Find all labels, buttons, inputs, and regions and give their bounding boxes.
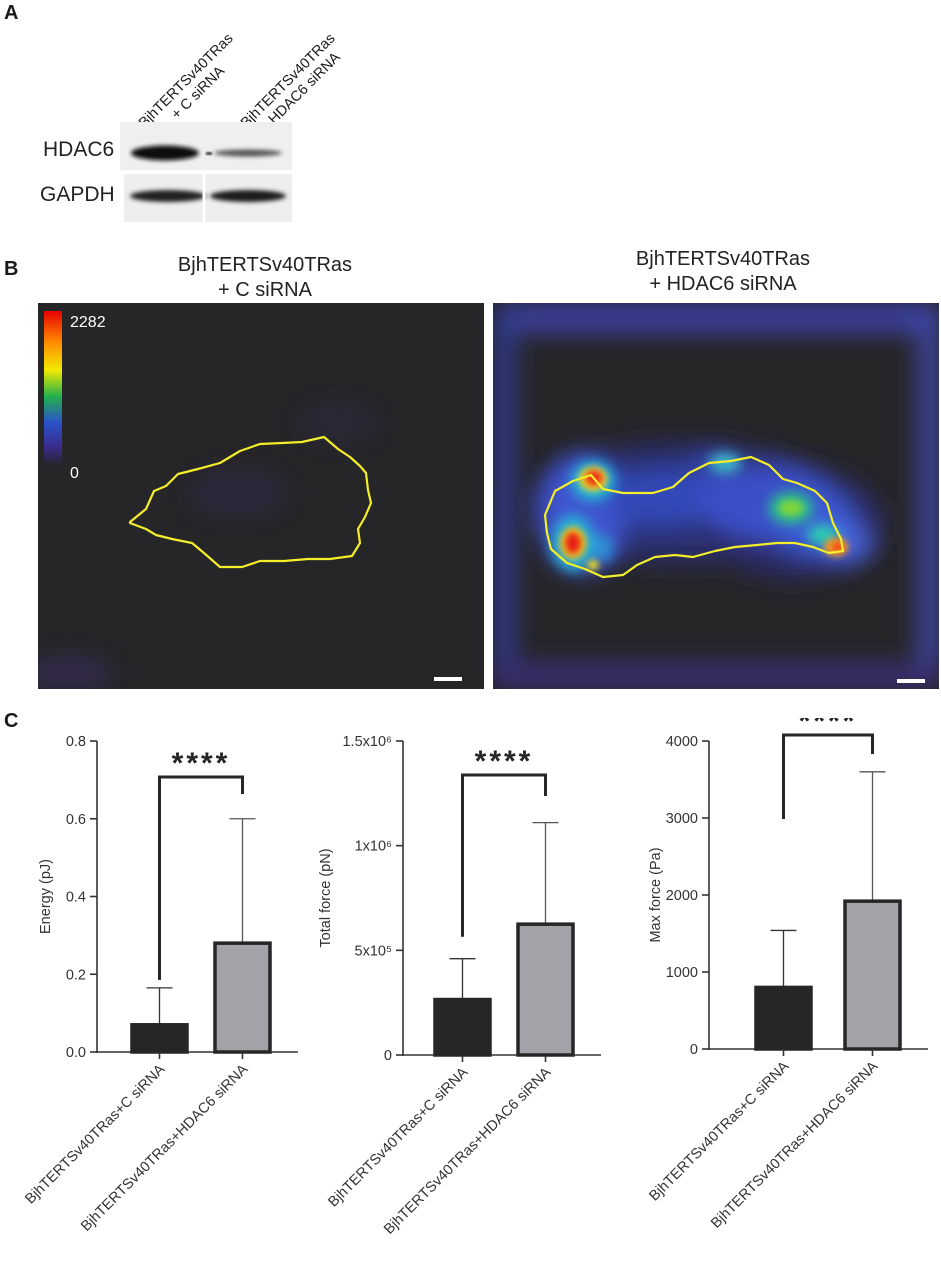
total-force-pn-ytick-label: 5x10⁵ [355, 943, 392, 959]
scale-bar-left [434, 677, 462, 681]
tfm-map-control: 2282 0 [38, 303, 484, 689]
max-force-pa-ytick-label: 0 [690, 1042, 698, 1058]
energy-pj-significance-stars: **** [172, 747, 231, 780]
bar-hdac6-sirna [213, 941, 272, 1054]
tfm-map-hdac6 [493, 303, 939, 689]
total-force-pn-ytick-label: 0 [384, 1048, 392, 1064]
scale-bar-right [897, 679, 925, 683]
blot-speck [206, 152, 212, 155]
panel-label-b: B [4, 258, 19, 280]
bar-hdac6-sirna [843, 899, 902, 1051]
tfm-left-title-line1: BjhTERTSv40TRas [177, 254, 353, 276]
tfm-left-title: BjhTERTSv40TRas + C siRNA [140, 253, 390, 303]
hdac6-band-lane2 [214, 149, 282, 157]
bar-c-sirna [754, 985, 813, 1051]
cell-outline-hdac6 [543, 455, 845, 579]
tfm-left-title-line2: + C siRNA [218, 279, 312, 301]
hdac6-blot-strip [120, 122, 292, 170]
energy-pj-significance-bracket [158, 775, 244, 980]
total-force-pn-ytick-label: 1x10⁶ [355, 839, 392, 855]
energy-pj-ytick-label: 0.8 [66, 734, 86, 750]
category-label: BjhTERTSv40TRas+C siRNA [325, 1064, 471, 1210]
tfm-right-title: BjhTERTSv40TRas + HDAC6 siRNA [598, 247, 848, 297]
max-force-pa-ytick-label: 1000 [666, 965, 698, 981]
category-label: BjhTERTSv40TRas+HDAC6 siRNA [381, 1064, 554, 1237]
bar-charts: 0.0 0.2 0.4 0.6 0.8 Energy (pJ) BjhTERTSv40TRa… [22, 718, 928, 1238]
energy-pj-ytick-label: 0.4 [66, 890, 86, 906]
bar-c-sirna [130, 1023, 189, 1054]
energy-pj-ytick-label: 0.0 [66, 1045, 86, 1061]
panel-label-c: C [4, 710, 19, 732]
total-force-pn-ylabel: Total force (pN) [318, 848, 334, 947]
tfm-right-title-line1: BjhTERTSv40TRas [635, 248, 811, 270]
gapdh-band-lane1 [130, 190, 206, 202]
energy-pj-ytick-label: 0.6 [66, 812, 86, 828]
bar-c-sirna [433, 997, 492, 1057]
bar-hdac6-sirna [516, 922, 575, 1057]
energy-pj-ytick-label: 0.2 [66, 967, 86, 983]
hdac6-band-lane1 [131, 145, 199, 161]
max-force-pa-ytick-label: 2000 [666, 888, 698, 904]
tfm-right-title-line2: + HDAC6 siRNA [649, 273, 797, 295]
colorbar-min-label: 0 [70, 465, 79, 482]
category-label: BjhTERTSv40TRas+HDAC6 siRNA [78, 1061, 251, 1234]
western-blot-image [120, 122, 292, 222]
gapdh-band-lane2 [210, 190, 286, 202]
band-label-gapdh: GAPDH [40, 183, 115, 206]
category-label: BjhTERTSv40TRas+C siRNA [22, 1061, 168, 1207]
max-force-pa-ylabel: Max force (Pa) [648, 847, 664, 942]
cell-outline-control [128, 435, 373, 569]
max-force-chart: 0 1000 2000 3000 4000 Max force (Pa) BjhTERTSv… [646, 718, 928, 1232]
total-force-pn-significance-bracket [461, 773, 547, 937]
panel-label-a: A [4, 2, 19, 24]
energy-pj-ylabel: Energy (pJ) [38, 859, 54, 934]
max-force-pa-significance-stars: **** [799, 718, 858, 738]
total-force-chart: 0 5x10⁵ 1x10⁶ 1.5x10⁶ Total force (pN) BjhTER… [318, 734, 601, 1238]
total-force-pn-ytick-label: 1.5x10⁶ [342, 734, 392, 750]
max-force-pa-ytick-label: 3000 [666, 811, 698, 827]
band-label-hdac6: HDAC6 [43, 138, 115, 161]
max-force-pa-significance-bracket [782, 733, 874, 819]
energy-chart: 0.0 0.2 0.4 0.6 0.8 Energy (pJ) BjhTERTSv40TRa… [22, 734, 298, 1235]
category-label: BjhTERTSv40TRas+HDAC6 siRNA [708, 1058, 881, 1231]
max-force-pa-ytick-label: 4000 [666, 734, 698, 750]
category-label: BjhTERTSv40TRas+C siRNA [646, 1058, 792, 1204]
colorbar [44, 311, 62, 466]
total-force-pn-significance-stars: **** [475, 745, 534, 778]
colorbar-max-label: 2282 [70, 314, 106, 331]
